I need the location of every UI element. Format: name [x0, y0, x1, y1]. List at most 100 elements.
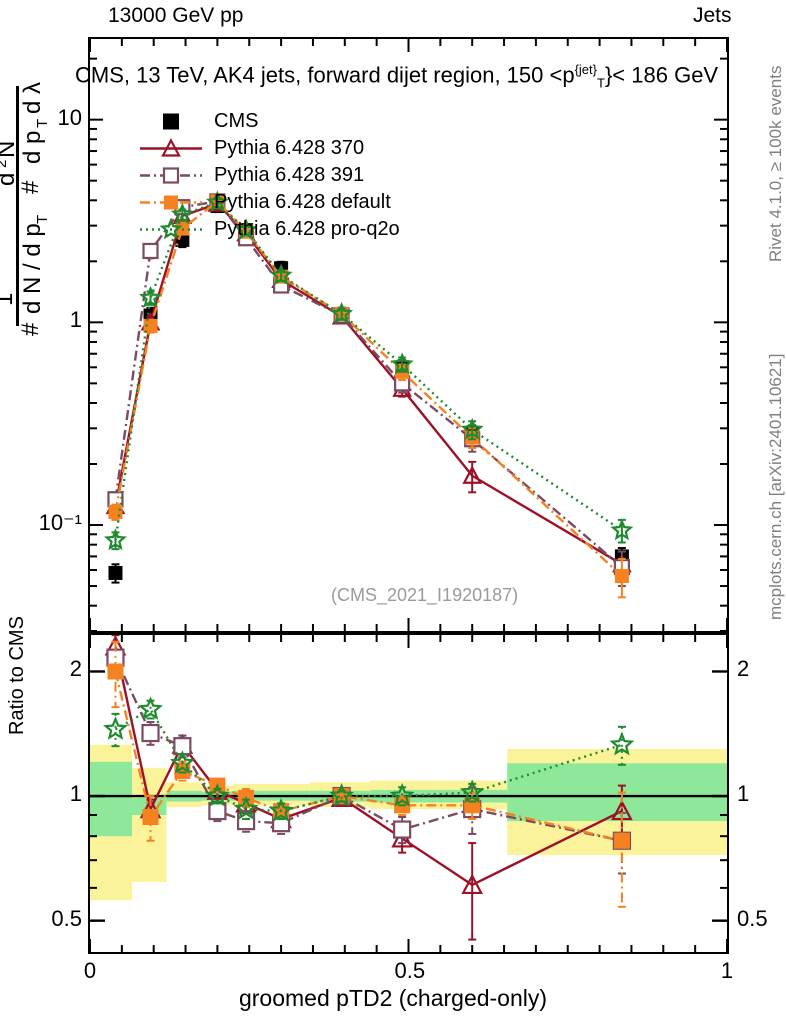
plot-title-prefix: CMS, 13 TeV, AK4 jets, forward dijet reg… [75, 62, 575, 88]
svg-text:d p: d p [19, 131, 46, 164]
data-marker-square-filled [108, 565, 123, 580]
legend-item-4[interactable]: Pythia 6.428 pro-q2o [140, 216, 400, 243]
data-marker-square-open [141, 723, 160, 743]
data-marker-square-filled [143, 318, 158, 333]
data-marker-star-open [330, 301, 354, 324]
data-marker-square-filled [164, 195, 178, 210]
data-marker-star-open [268, 798, 294, 822]
data-marker-star-open [269, 263, 293, 286]
data-marker-star-open [169, 750, 195, 774]
ratio-ytick-label-left-1: 1 [69, 781, 82, 807]
marker-star-open [104, 528, 127, 551]
data-marker-square-filled [108, 504, 123, 519]
svg-text:d: d [0, 173, 20, 186]
ratio-plot-panel [88, 633, 729, 954]
x-axis-label: groomed pTD2 (charged-only) [238, 985, 548, 1011]
marker-square-filled [108, 504, 123, 519]
legend-key-glyph-1 [140, 138, 202, 157]
legend-label-1: Pythia 6.428 370 [214, 137, 365, 159]
svg-text:#: # [17, 322, 44, 336]
beam-energy-label: 13000 GeV pp [108, 4, 244, 27]
data-marker-square-filled [142, 809, 159, 826]
marker-square-open [162, 167, 180, 184]
data-marker-star-open [103, 716, 128, 740]
svg-text:d λ: d λ [19, 82, 46, 114]
marker-square-open [393, 820, 412, 839]
marker-square-open [142, 242, 159, 260]
analysis-id-watermark: (CMS_2021_I1920187) [331, 585, 519, 605]
legend-label-3: Pythia 6.428 default [214, 191, 391, 213]
data-marker-star-open [329, 783, 355, 807]
legend: CMS Pythia 6.428 370 Pythia 6.428 391 Pythi… [140, 108, 400, 243]
ratio-y-axis-label: Ratio to CMS [6, 616, 28, 735]
data-marker-star-open [460, 417, 484, 440]
ratio-ytick-label-left-0: 2 [69, 656, 82, 682]
xtick-label-2: 1 [720, 958, 734, 983]
marker-square-filled [142, 809, 159, 826]
marker-square-open [208, 801, 227, 821]
marker-star-open [139, 285, 162, 308]
legend-key-glyph-4 [140, 217, 202, 240]
marker-star-open [390, 352, 414, 375]
data-marker-square-open [162, 167, 180, 184]
data-marker-star-open [205, 190, 229, 213]
marker-star-open [103, 716, 128, 740]
legend-item-2[interactable]: Pythia 6.428 391 [140, 162, 400, 189]
y-axis-label-svg: # d N / d p T # d p T d λ 1 d 2 N [0, 82, 51, 336]
marker-square-open [141, 723, 160, 743]
marker-square-filled [164, 195, 178, 210]
data-marker-star-open [609, 731, 635, 756]
data-marker-star-open [459, 779, 485, 804]
legend-item-3[interactable]: Pythia 6.428 default [140, 189, 400, 216]
legend-item-0[interactable]: CMS [140, 108, 400, 135]
band-inner [90, 761, 133, 837]
main-ytick-label-2: 10⁻¹ [38, 510, 82, 536]
marker-star-open [204, 783, 230, 807]
svg-text:#: # [17, 180, 44, 194]
marker-star-open [268, 798, 294, 822]
legend-item-1[interactable]: Pythia 6.428 370 [140, 135, 400, 162]
plot-title: CMS, 13 TeV, AK4 jets, forward dijet reg… [75, 62, 718, 91]
data-marker-triangle-open [461, 873, 484, 895]
main-ytick-label-1: 1 [69, 307, 82, 333]
legend-label-0: CMS [214, 110, 259, 132]
data-marker-star-open [233, 796, 259, 820]
marker-star-open [233, 796, 259, 820]
data-marker-star-open [390, 352, 414, 375]
ratio-series-pythia-6-428-pro-q2o [103, 696, 635, 822]
marker-star-open [170, 202, 194, 225]
marker-star-open [169, 750, 195, 774]
data-marker-star-open [204, 783, 230, 807]
plot-title-suffix: }< 186 GeV [604, 62, 719, 88]
marker-star-open [269, 263, 293, 286]
marker-star-open [459, 779, 485, 804]
series-pythia-6-428-370 [105, 193, 632, 581]
marker-star-open [609, 731, 635, 756]
xtick-label-1: 0.5 [394, 958, 426, 983]
marker-star-open [460, 417, 484, 440]
data-marker-star-open [610, 518, 634, 541]
legend-key-2 [140, 162, 202, 189]
plot-title-superscript: {jet} [574, 62, 597, 77]
data-marker-triangle-open [462, 465, 483, 484]
data-marker-triangle-open [161, 138, 181, 157]
series-line [114, 200, 623, 569]
axis-ticks [90, 39, 727, 631]
marker-square-filled [143, 318, 158, 333]
ratio-ytick-label-right-0: 2 [737, 656, 750, 682]
mcplots-source-annotation: mcplots.cern.ch [arXiv:2401.10621] [766, 353, 785, 620]
series-line [114, 201, 623, 541]
marker-star-open [159, 217, 183, 240]
svg-text:d N / d p: d N / d p [19, 223, 46, 314]
series-line [114, 202, 623, 566]
svg-text:2: 2 [0, 160, 10, 168]
marker-star-open [610, 518, 634, 541]
svg-text:T: T [34, 119, 51, 128]
series-pythia-6-428-391 [107, 193, 630, 588]
legend-key-4 [140, 216, 202, 243]
data-marker-star-open [138, 696, 163, 720]
marker-square-filled [107, 663, 124, 680]
data-marker-square-filled [107, 663, 124, 680]
series-cms [108, 198, 629, 584]
data-marker-star-open [159, 217, 183, 240]
